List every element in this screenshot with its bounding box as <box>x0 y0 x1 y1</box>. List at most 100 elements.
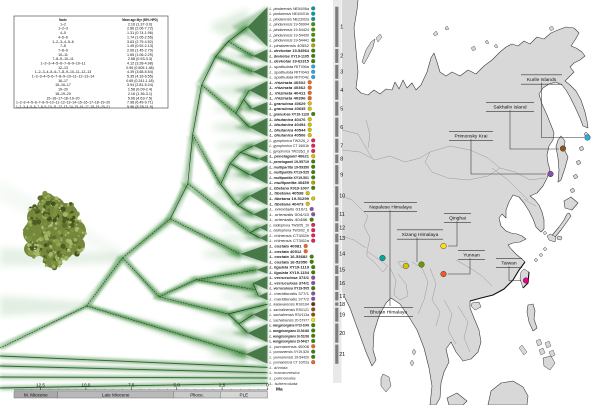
svg-text:L. tibetana 19-51299: L. tibetana 19-51299 <box>270 197 310 201</box>
svg-text:1–2–3–4–5–6–7–8–9–10–11–12–13–: 1–2–3–4–5–6–7–8–9–10–11–12–13–14–15–16–1… <box>16 101 110 105</box>
svg-text:L. wangpisongiana XY19-1049: L. wangpisongiana XY19-1049 <box>270 324 310 328</box>
svg-text:L. multipartita XY19-525: L. multipartita XY19-525 <box>270 171 310 175</box>
svg-text:L. sachalinensis RSI/121: L. sachalinensis RSI/121 <box>270 308 310 312</box>
svg-text:L. wangpisongiana 19-54448: L. wangpisongiana 19-54448 <box>270 329 310 333</box>
svg-text:L. tibetana X019-1007: L. tibetana X019-1007 <box>270 186 310 190</box>
svg-text:L. gyrophorica TW2/26(1_8: L. gyrophorica TW2/26(1_8 <box>270 150 310 154</box>
svg-text:5,0: 5,0 <box>174 383 181 388</box>
svg-text:1: 1 <box>340 25 343 31</box>
svg-text:L. granulosa XY19-1128: L. granulosa XY19-1128 <box>270 113 310 117</box>
svg-text:L. ligulata XY19-1154: L. ligulata XY19-1154 <box>270 271 310 275</box>
svg-text:17: 17 <box>339 294 345 300</box>
svg-text:15: 15 <box>339 268 345 274</box>
svg-text:7–8: 7–8 <box>60 44 66 48</box>
svg-text:21: 21 <box>339 352 345 358</box>
svg-text:2.86 (2.06-7.72): 2.86 (2.06-7.72) <box>127 27 153 31</box>
svg-text:11: 11 <box>339 212 345 218</box>
svg-text:L. pindarensis NE54/06a: L. pindarensis NE54/06a <box>270 7 310 11</box>
svg-text:L. chinensis CT3/02a: L. chinensis CT3/02a <box>270 239 310 243</box>
svg-text:2: 2 <box>340 54 343 60</box>
svg-text:L. devkotae 19-54564: L. devkotae 19-54564 <box>270 49 310 53</box>
svg-text:Bhutan Himalaya: Bhutan Himalaya <box>370 310 408 316</box>
svg-text:L. spathulata RIT/06a: L. spathulata RIT/06a <box>270 65 310 69</box>
svg-text:L. costata 40081: L. costata 40081 <box>270 245 302 249</box>
svg-text:10,0: 10,0 <box>81 383 90 388</box>
svg-text:L. tibetana 40538: L. tibetana 40538 <box>270 192 304 196</box>
svg-text:L. tibetana 40473: L. tibetana 40473 <box>270 202 304 206</box>
svg-text:Taiwan: Taiwan <box>501 261 517 267</box>
svg-text:5.35 (4.33-6.55): 5.35 (4.33-6.55) <box>127 75 153 79</box>
svg-text:Kurile Islands: Kurile Islands <box>527 77 557 83</box>
svg-text:L. costata 16-53682: L. costata 16-53682 <box>270 255 308 259</box>
svg-text:L. granulosa 40629: L. granulosa 40629 <box>270 102 306 106</box>
svg-text:L. ligulata XY19-1119: L. ligulata XY19-1119 <box>270 266 310 270</box>
svg-text:L. orientalis 010/1: L. orientalis 010/1 <box>270 208 308 212</box>
svg-text:15–16–17: 15–16–17 <box>55 83 71 87</box>
svg-text:7.98 (6.49-9.71): 7.98 (6.49-9.71) <box>127 101 153 105</box>
svg-text:L. spathulata RIT/04c: L. spathulata RIT/04c <box>270 76 310 80</box>
svg-text:Ma: Ma <box>276 387 283 393</box>
svg-text:L. ahmida: L. ahmida <box>270 366 288 370</box>
svg-text:L. bhutanica 40494: L. bhutanica 40494 <box>270 123 306 127</box>
svg-text:7: 7 <box>340 144 343 150</box>
svg-text:1.49 (0.92-2.13): 1.49 (0.92-2.13) <box>127 44 153 48</box>
svg-text:2,5: 2,5 <box>219 383 226 388</box>
svg-text:L. pindarensis 19-54441: L. pindarensis 19-54441 <box>270 39 310 43</box>
svg-text:5: 5 <box>340 107 343 113</box>
svg-text:L. costata 40512: L. costata 40512 <box>270 250 302 254</box>
svg-text:L. orientalis 40486: L. orientalis 40486 <box>270 218 308 222</box>
svg-text:L. penelaganii 19-55719: L. penelaganii 19-55719 <box>270 160 310 164</box>
svg-text:8: 8 <box>340 157 343 163</box>
svg-text:14: 14 <box>339 252 345 258</box>
svg-text:L. katawarensis RSI/104: L. katawarensis RSI/104 <box>270 303 310 307</box>
svg-text:1.65 (1.06-2.29): 1.65 (1.06-2.29) <box>127 53 153 57</box>
svg-text:L. spathulata RIT/04d: L. spathulata RIT/04d <box>270 70 310 74</box>
svg-text:L. verruculosa XY19-505: L. verruculosa XY19-505 <box>270 287 310 291</box>
svg-text:Mean age Myr (95% HPD): Mean age Myr (95% HPD) <box>122 18 158 22</box>
svg-text:1–2–3–4–5–6–7–8–9–10–11–12–13–: 1–2–3–4–5–6–7–8–9–10–11–12–13–14 <box>32 75 95 79</box>
svg-text:12,5: 12,5 <box>36 383 45 388</box>
svg-text:L. pindarensis 19-54424: L. pindarensis 19-54424 <box>270 28 310 32</box>
svg-text:3: 3 <box>340 70 343 76</box>
svg-text:Yunnan: Yunnan <box>463 253 480 259</box>
svg-text:12: 12 <box>339 225 345 231</box>
svg-text:1–2–3: 1–2–3 <box>58 27 68 31</box>
svg-text:L. verruculosa 374/1: L. verruculosa 374/1 <box>270 282 310 286</box>
svg-text:L. isidiophora TW3/02_6: L. isidiophora TW3/02_6 <box>270 229 310 233</box>
svg-text:L. rhizinata 40302: L. rhizinata 40302 <box>270 81 306 85</box>
svg-text:L. sachalinensis 20-57977: L. sachalinensis 20-57977 <box>270 318 310 322</box>
svg-text:M. Miocene: M. Miocene <box>24 393 48 398</box>
svg-text:4.12 (3.28-4.98): 4.12 (3.28-4.98) <box>127 62 153 66</box>
svg-text:Late Miocene: Late Miocene <box>102 393 130 398</box>
svg-text:L. pindarensis 19-59994: L. pindarensis 19-59994 <box>270 23 310 27</box>
svg-text:4–5–6: 4–5–6 <box>58 35 68 39</box>
svg-text:L. granulosa 40635: L. granulosa 40635 <box>270 107 306 111</box>
svg-text:L. yunnanensis 40008: L. yunnanensis 40008 <box>270 345 310 349</box>
svg-text:Primonsky Krai: Primonsky Krai <box>455 134 488 140</box>
svg-text:2.16 (1.36-3.1): 2.16 (1.36-3.1) <box>128 92 152 96</box>
svg-text:L. devkotae XY19-1105: L. devkotae XY19-1105 <box>270 54 310 58</box>
svg-text:Node: Node <box>59 18 67 22</box>
svg-text:L. yunnanensis XY19-526: L. yunnanensis XY19-526 <box>270 350 310 354</box>
svg-text:L. rhizinata 40411: L. rhizinata 40411 <box>270 91 306 95</box>
svg-text:L. pindarensis NE23/02a: L. pindarensis NE23/02a <box>270 18 310 22</box>
svg-text:L. pulmonaria: L. pulmonaria <box>270 377 296 381</box>
svg-text:10–11: 10–11 <box>58 53 68 57</box>
svg-text:L. tuberculata: L. tuberculata <box>270 382 298 386</box>
svg-text:L. pindarensis 40552: L. pindarensis 40552 <box>270 44 310 48</box>
svg-text:18–19–20: 18–19–20 <box>55 92 71 96</box>
svg-text:9: 9 <box>340 173 343 179</box>
svg-text:L. isidiophora TW3/05_10: L. isidiophora TW3/05_10 <box>270 223 310 227</box>
svg-text:L. wangpisongiana 16-52208: L. wangpisongiana 16-52208 <box>270 334 310 338</box>
svg-text:L. bhutanica 40476: L. bhutanica 40476 <box>270 118 306 122</box>
svg-text:L. gyrophorica TW2/26_2: L. gyrophorica TW2/26_2 <box>270 139 310 143</box>
svg-text:L. devkotae 19-62315: L. devkotae 19-62315 <box>270 60 310 64</box>
svg-text:L. costata 16-52050: L. costata 16-52050 <box>270 260 308 264</box>
svg-text:20: 20 <box>339 331 345 337</box>
svg-text:0: 0 <box>266 383 269 388</box>
svg-text:L. rhizinata 40396: L. rhizinata 40396 <box>270 97 306 101</box>
svg-text:L. yunnanensis 19-54420: L. yunnanensis 19-54420 <box>270 355 310 359</box>
svg-text:1–2–3–4–5–6–7–8–9–10–11: 1–2–3–4–5–6–7–8–9–10–11 <box>41 62 86 66</box>
svg-text:L. pindarensis NE4/X/01b: L. pindarensis NE4/X/01b <box>270 12 310 16</box>
svg-text:Sakhalin Island: Sakhalin Island <box>493 105 526 111</box>
